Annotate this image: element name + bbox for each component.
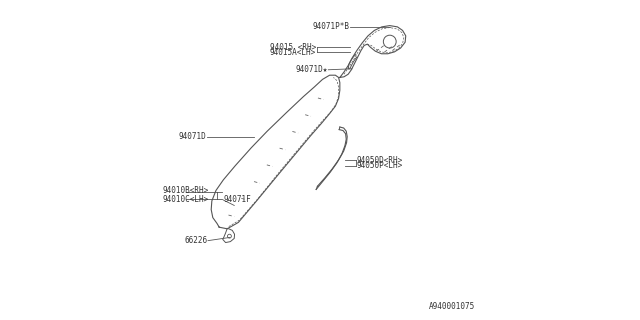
Text: 94015A<LH>: 94015A<LH> bbox=[270, 48, 316, 57]
Text: 94010B<RH>: 94010B<RH> bbox=[163, 186, 209, 195]
Text: A940001075: A940001075 bbox=[429, 302, 475, 311]
Text: 94050D<RH>: 94050D<RH> bbox=[356, 156, 403, 164]
Text: 94015 <RH>: 94015 <RH> bbox=[270, 43, 316, 52]
Text: 94071F: 94071F bbox=[224, 195, 252, 204]
Text: 94071D★: 94071D★ bbox=[295, 65, 328, 74]
Text: 94071D: 94071D bbox=[179, 132, 207, 141]
Text: 94010C<LH>: 94010C<LH> bbox=[163, 195, 209, 204]
Text: 66226: 66226 bbox=[184, 236, 207, 245]
Text: 94071P*B: 94071P*B bbox=[313, 22, 349, 31]
Text: 94050P<LH>: 94050P<LH> bbox=[356, 161, 403, 170]
